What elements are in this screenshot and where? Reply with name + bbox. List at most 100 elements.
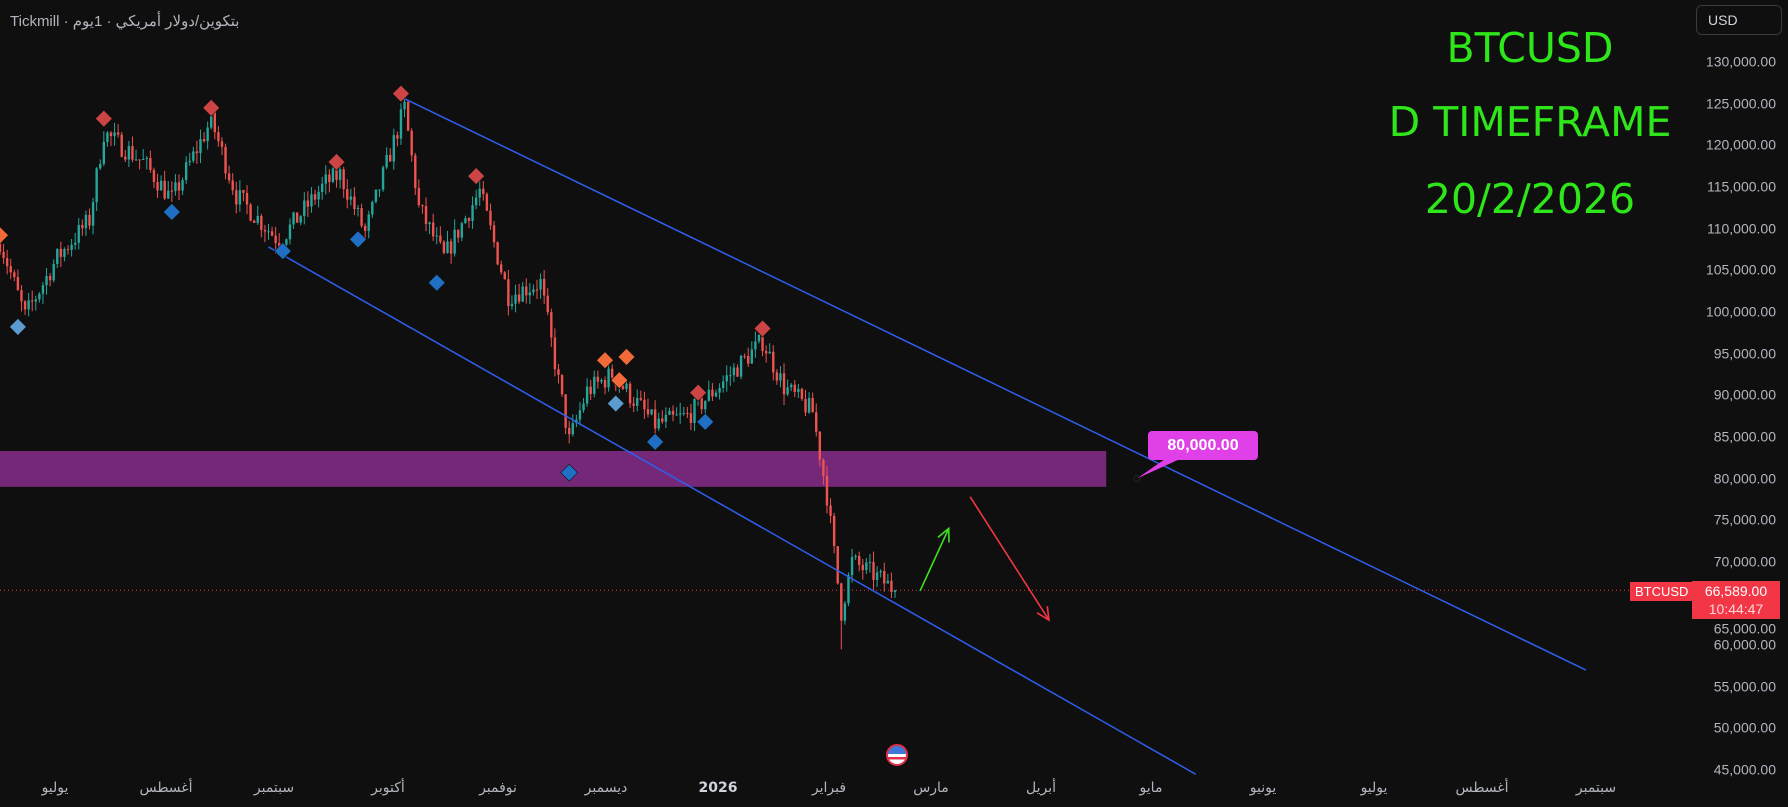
candle-body: [20, 290, 23, 302]
price-axis-label: 70,000.00: [1713, 553, 1776, 570]
candle-body: [754, 341, 757, 350]
candle-body: [582, 403, 585, 411]
candle-body: [550, 312, 553, 338]
candle-body: [571, 423, 574, 435]
candle-body: [439, 235, 442, 242]
candle-body: [428, 222, 431, 225]
candle-body: [73, 242, 77, 245]
candle-body: [263, 229, 267, 232]
price-axis-label: 50,000.00: [1713, 719, 1776, 736]
candle-body: [603, 379, 607, 388]
candle-body: [174, 182, 177, 192]
channel-lower-line: [268, 246, 1197, 775]
candle-body: [535, 289, 539, 291]
candle-body: [27, 300, 30, 310]
candle-body: [188, 160, 191, 163]
time-axis-label: ديسمبر: [584, 780, 628, 796]
candle-body: [245, 192, 249, 205]
candle-body: [797, 388, 800, 392]
candle-body: [131, 146, 134, 160]
candle-body: [858, 556, 861, 565]
candle-body: [789, 384, 793, 388]
candle-body: [875, 572, 879, 580]
candle-body: [782, 373, 786, 395]
candle-body: [9, 266, 12, 273]
candle-body: [757, 334, 761, 342]
candle-body: [156, 182, 159, 191]
pivot-marker-red: [202, 98, 221, 117]
candle-body: [560, 374, 564, 395]
candle-body: [116, 132, 120, 135]
candle-body: [88, 214, 91, 226]
candle-body: [585, 386, 589, 404]
pivot-marker-red: [327, 153, 346, 171]
candle-body: [893, 590, 897, 592]
candle-body: [2, 251, 5, 259]
candle-body: [704, 400, 707, 410]
candle-body: [210, 110, 213, 128]
candle-body: [81, 224, 84, 229]
candle-body: [725, 375, 728, 382]
candle-body: [822, 459, 825, 476]
us-flag-event-icon[interactable]: [886, 744, 908, 766]
candle-body: [335, 168, 338, 180]
candle-body: [775, 372, 779, 381]
candle-body: [324, 174, 327, 184]
candle-body: [607, 368, 610, 388]
pivot-marker-blue: [560, 463, 579, 482]
candle-body: [847, 575, 850, 604]
candle-body: [600, 379, 603, 382]
candle-body: [528, 292, 532, 296]
candle-body: [850, 557, 854, 576]
price-axis-label: 115,000.00: [1706, 178, 1776, 195]
pivot-marker-red: [467, 167, 486, 186]
candle-body: [406, 101, 410, 131]
candle-body: [267, 231, 270, 233]
candle-body: [564, 394, 567, 428]
candle-body: [70, 244, 73, 250]
candle-body: [353, 196, 356, 210]
time-axis-label: أغسطس: [139, 780, 193, 796]
arrow-head-red: [1036, 606, 1050, 622]
candle-body: [779, 373, 782, 381]
currency-button[interactable]: USD: [1696, 5, 1782, 35]
candle-body: [807, 397, 811, 413]
candle-body: [492, 225, 496, 243]
candle-body: [381, 167, 385, 190]
candle-body: [700, 396, 703, 410]
symbol-title[interactable]: Tickmill · بتكوين/دولار أمريكي · 1يوم: [10, 13, 240, 30]
candle-body: [238, 190, 242, 205]
zone-anchor-point: [1133, 474, 1141, 483]
candle-body: [91, 202, 95, 226]
candle-body: [879, 571, 882, 573]
candle-body: [832, 515, 836, 547]
candle-body: [417, 188, 421, 205]
candle-body: [589, 386, 592, 394]
candle-body: [317, 191, 320, 200]
candle-body: [542, 278, 546, 296]
price-axis-label: 100,000.00: [1705, 303, 1776, 320]
candle-body: [836, 546, 839, 584]
candle-body: [628, 383, 632, 404]
candle-body: [786, 387, 789, 395]
candle-body: [482, 188, 485, 195]
candle-body: [102, 141, 106, 164]
price-axis-label: 105,000.00: [1705, 261, 1776, 278]
candle-body: [331, 168, 335, 183]
candle-body: [167, 190, 170, 199]
annotation-date: 20/2/2026: [1424, 175, 1636, 223]
candle-body: [199, 139, 202, 154]
candle-body: [743, 355, 746, 357]
candle-body: [840, 583, 843, 621]
zone-price-label[interactable]: 80,000.00: [1148, 431, 1258, 460]
candle-body: [446, 241, 449, 253]
candle-body: [568, 427, 571, 435]
candle-body: [403, 101, 406, 110]
time-axis-label: أكتوبر: [371, 780, 405, 796]
candle-body: [338, 169, 342, 180]
current-price-box: 66,589.00 10:44:47: [1692, 581, 1780, 619]
candle-body: [149, 157, 152, 170]
channel-upper-line: [404, 97, 1587, 671]
candle-body: [356, 208, 360, 210]
